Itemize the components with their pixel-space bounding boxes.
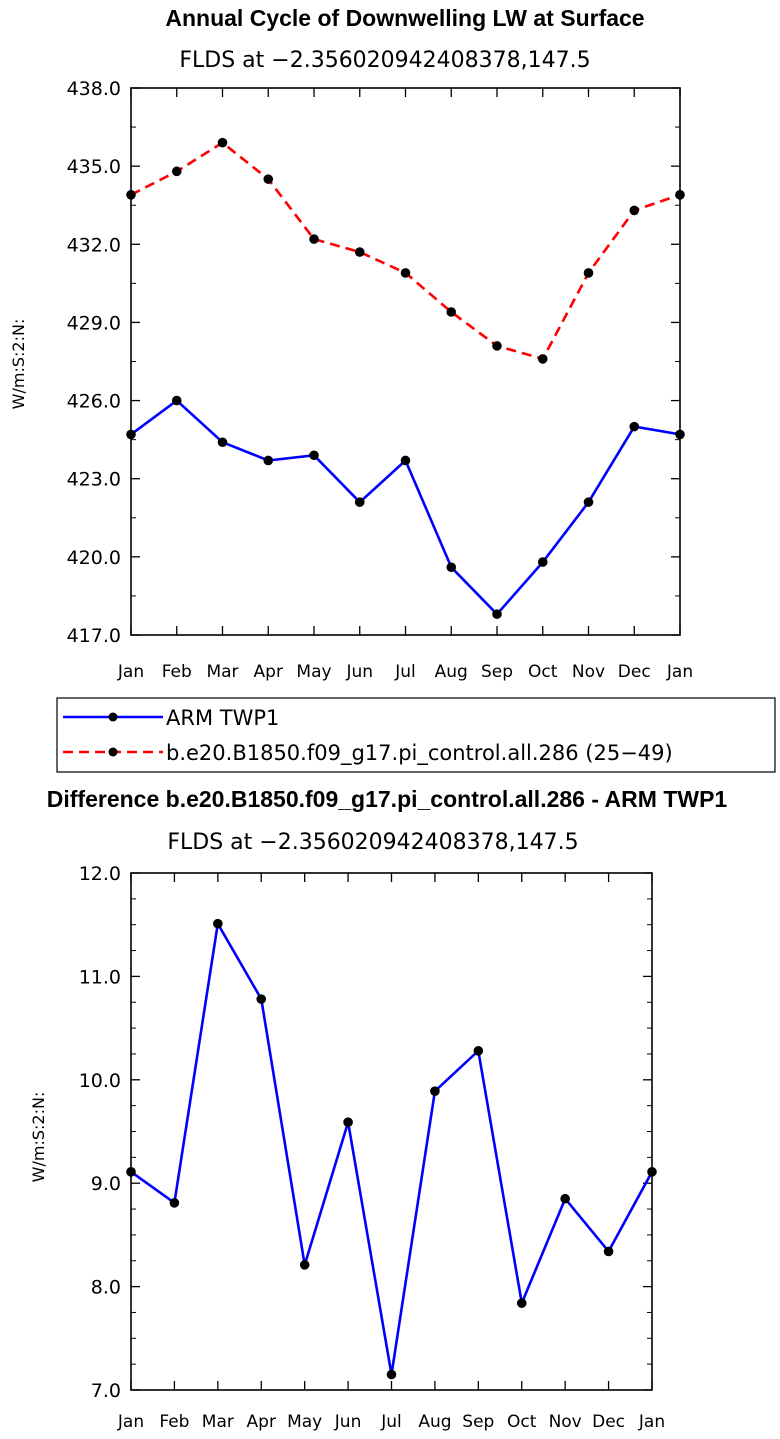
bottom-series-point-0 — [299, 1260, 310, 1270]
bottom-chart: 7.0 8.0 9.0 10.0 11.0 12.0 Jan Feb Mar Apr May Jun J… — [79, 863, 665, 1432]
top-xtick-label: Jan — [666, 662, 693, 682]
bottom-series-point-0 — [560, 1193, 570, 1204]
top-series-point-0 — [171, 395, 182, 406]
bottom-xtick-label: Apr — [247, 1412, 276, 1432]
bottom-xtick-label: Jun — [334, 1412, 362, 1432]
top-series-point-1 — [263, 174, 274, 184]
top-series-point-1 — [400, 268, 411, 278]
bottom-series-point-0 — [169, 1198, 180, 1208]
bottom-series-point-0 — [473, 1046, 484, 1056]
top-series-point-1 — [354, 247, 365, 257]
bottom-xtick-label: Jan — [638, 1412, 665, 1432]
top-series-point-1 — [492, 341, 502, 351]
bottom-ytick-label: 12.0 — [79, 863, 121, 885]
bottom-series-point-0 — [343, 1117, 353, 1127]
top-plot-frame — [130, 87, 681, 636]
bottom-series-point-0 — [256, 994, 267, 1004]
top-xtick-label: Jan — [117, 662, 144, 682]
legend-box — [56, 697, 776, 773]
top-series-point-1 — [171, 166, 182, 177]
top-ytick-label: 423.0 — [67, 469, 121, 491]
legend: ARM TWP1 b.e20.B1850.f09_g17.pi_control.… — [56, 697, 776, 773]
top-series-point-1 — [126, 189, 136, 200]
bottom-xtick-label: Nov — [549, 1412, 582, 1432]
bottom-xtick-label: Jul — [380, 1412, 402, 1432]
top-chart-subtitle: FLDS at −2.356020942408378,147.5 — [179, 48, 590, 73]
top-xtick-label: Feb — [162, 662, 192, 682]
top-ytick-label: 426.0 — [67, 391, 121, 413]
legend-label-obs: ARM TWP1 — [166, 706, 279, 730]
top-ytick-label: 435.0 — [67, 156, 121, 178]
bottom-ytick-label: 8.0 — [91, 1277, 121, 1299]
bottom-series-point-0 — [516, 1298, 527, 1308]
bottom-plot-frame — [130, 872, 653, 1391]
top-series-point-1 — [446, 307, 457, 317]
bottom-ytick-label: 9.0 — [91, 1173, 121, 1195]
top-series-point-0 — [583, 497, 594, 507]
top-xtick-label: Jul — [394, 662, 416, 682]
top-xtick-label: Aug — [435, 662, 468, 682]
top-ytick-label: 438.0 — [67, 78, 121, 100]
top-series-point-1 — [217, 137, 228, 148]
bottom-chart-subtitle: FLDS at −2.356020942408378,147.5 — [167, 830, 578, 855]
bottom-series-point-0 — [126, 1167, 136, 1177]
top-series-point-0 — [446, 562, 457, 573]
top-xtick-label: Dec — [618, 662, 651, 682]
bottom-xtick-label: Feb — [159, 1412, 189, 1432]
bottom-ytick-label: 11.0 — [79, 966, 121, 988]
legend-marker-obs — [108, 712, 118, 722]
bottom-series-point-0 — [430, 1086, 440, 1096]
top-series-point-0 — [354, 497, 365, 507]
bottom-xtick-label: Aug — [418, 1412, 451, 1432]
top-ytick-label: 417.0 — [67, 625, 121, 647]
top-xtick-label: Mar — [206, 662, 238, 682]
bottom-series-point-0 — [603, 1246, 614, 1257]
top-series-point-1 — [537, 354, 548, 364]
top-series-line-1 — [130, 141, 681, 361]
top-series-point-1 — [309, 234, 319, 244]
top-chart-ylabel: W/m:S:2:N: — [9, 319, 28, 410]
bottom-ytick-label: 7.0 — [91, 1380, 121, 1402]
bottom-series-line-0 — [130, 922, 654, 1376]
top-series-point-0 — [537, 557, 548, 567]
top-series-point-1 — [629, 205, 640, 216]
top-xtick-label: Apr — [254, 662, 283, 682]
top-series-point-0 — [400, 455, 411, 466]
top-xtick-label: Jun — [345, 662, 373, 682]
top-ytick-label: 432.0 — [67, 234, 121, 256]
top-xtick-label: Sep — [481, 662, 513, 682]
bottom-xtick-label: Oct — [507, 1412, 537, 1432]
legend-label-model: b.e20.B1850.f09_g17.pi_control.all.286 (… — [166, 741, 673, 766]
top-ytick-label: 429.0 — [67, 312, 121, 334]
bottom-xtick-label: May — [287, 1412, 322, 1432]
top-series-point-0 — [309, 450, 319, 461]
top-xtick-label: May — [296, 662, 331, 682]
top-series-point-1 — [675, 189, 685, 200]
top-chart: 417.0 420.0 423.0 426.0 429.0 432.0 435.0 438.0… — [67, 78, 694, 682]
bottom-ytick-label: 10.0 — [79, 1070, 121, 1092]
bottom-xtick-label: Sep — [462, 1412, 494, 1432]
bottom-chart-ylabel: W/m:S:2:N: — [29, 1092, 48, 1183]
top-series-point-0 — [126, 429, 136, 440]
top-xtick-label: Nov — [572, 662, 605, 682]
top-series-point-1 — [583, 268, 594, 278]
top-series-point-0 — [629, 421, 640, 432]
bottom-xtick-label: Mar — [202, 1412, 234, 1432]
top-chart-title: Annual Cycle of Downwelling LW at Surfac… — [165, 5, 644, 31]
bottom-series-point-0 — [386, 1369, 397, 1380]
bottom-series-point-0 — [213, 918, 223, 929]
top-series-point-0 — [675, 429, 685, 440]
bottom-chart-title: Difference b.e20.B1850.f09_g17.pi_contro… — [47, 786, 728, 812]
bottom-series-point-0 — [647, 1167, 657, 1177]
top-series-line-0 — [130, 399, 681, 616]
bottom-xtick-label: Jan — [117, 1412, 144, 1432]
legend-marker-model — [108, 747, 118, 757]
top-series-point-0 — [217, 437, 228, 448]
top-xtick-label: Oct — [528, 662, 558, 682]
bottom-xtick-label: Dec — [592, 1412, 625, 1432]
top-series-point-0 — [263, 455, 274, 466]
top-ytick-label: 420.0 — [67, 547, 121, 569]
top-series-point-0 — [492, 609, 502, 619]
